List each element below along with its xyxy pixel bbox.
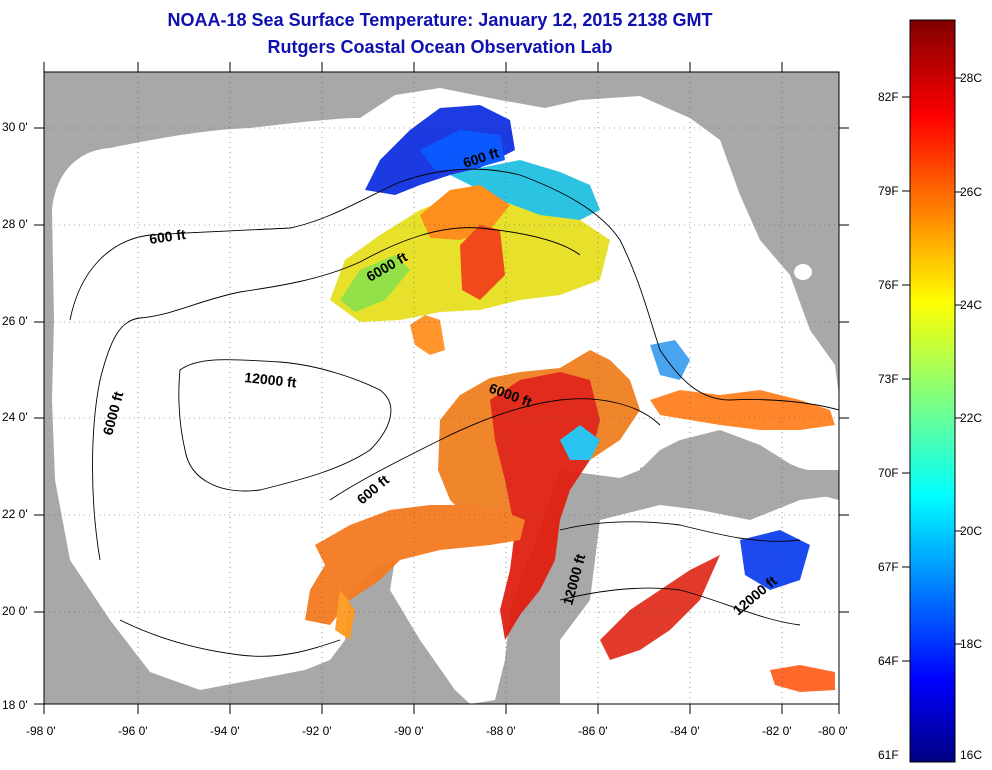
lat-label: 28 0': [2, 217, 28, 231]
lat-label: 18 0': [2, 698, 28, 712]
sst-data-layer: [305, 105, 835, 692]
colorbar-c-label: 24C: [960, 298, 983, 312]
lon-label: -96 0': [118, 724, 148, 738]
lon-label: -98 0': [26, 724, 56, 738]
colorbar-c-label: 18C: [960, 637, 983, 651]
cuba: [640, 445, 839, 505]
colorbar-f-label: 76F: [878, 278, 899, 292]
colorbar-f-label: 64F: [878, 654, 899, 668]
gulf-of-mexico: [52, 88, 839, 704]
colorbar-f-label: 82F: [878, 90, 899, 104]
lat-label: 20 0': [2, 604, 28, 618]
colorbar-c-label: 22C: [960, 411, 983, 425]
lon-label: -84 0': [670, 724, 700, 738]
colorbar: [909, 19, 956, 763]
contour-label: 12000 ft: [244, 369, 298, 390]
florida: [700, 80, 839, 360]
colorbar-c-label: 16C: [960, 748, 983, 762]
colorbar-f-label: 61F: [878, 748, 899, 762]
colorbar-c-label: 26C: [960, 185, 983, 199]
graticule: [44, 72, 839, 704]
lon-label: -90 0': [394, 724, 424, 738]
lon-label: -82 0': [762, 724, 792, 738]
lon-label: -94 0': [210, 724, 240, 738]
lon-label: -80 0': [818, 724, 848, 738]
lat-label: 24 0': [2, 410, 28, 424]
colorbar-f-label: 70F: [878, 466, 899, 480]
colorbar-c-label: 28C: [960, 71, 983, 85]
contour-label: 600 ft: [148, 226, 187, 247]
colorbar-ticks: [902, 77, 962, 662]
lon-label: -92 0': [302, 724, 332, 738]
map-subtitle: Rutgers Coastal Ocean Observation Lab: [267, 37, 613, 57]
map-title: NOAA-18 Sea Surface Temperature: January…: [167, 10, 713, 30]
colorbar-f-label: 79F: [878, 184, 899, 198]
lon-label: -86 0': [578, 724, 608, 738]
lon-label: -88 0': [486, 724, 516, 738]
lat-label: 22 0': [2, 507, 28, 521]
colorbar-f-label: 67F: [878, 560, 899, 574]
colorbar-c-label: 20C: [960, 524, 983, 538]
frame-ticks: [34, 62, 849, 714]
colorbar-f-label: 73F: [878, 372, 899, 386]
depth-contours: [69, 168, 839, 657]
map-frame: [43, 71, 840, 705]
lat-label: 26 0': [2, 314, 28, 328]
lat-label: 30 0': [2, 120, 28, 134]
